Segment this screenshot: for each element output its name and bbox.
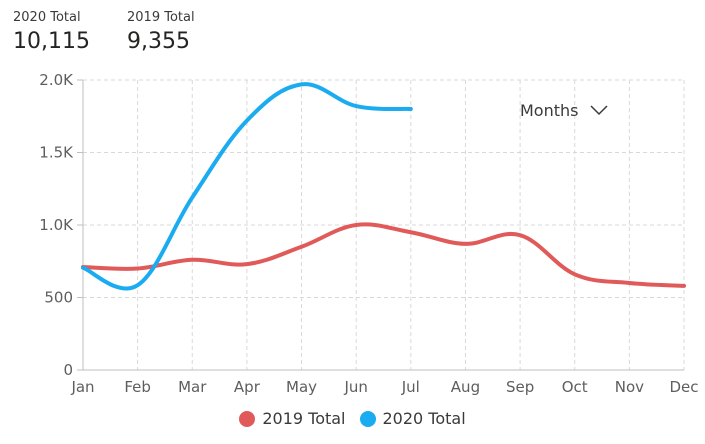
x-tick-label: Mar [178,378,207,396]
legend-marker [359,410,376,427]
x-tick-label: May [286,378,317,396]
series-lines [81,82,686,291]
kpi-card-2019: 2019 Total 9,355 [127,10,195,56]
series-line-2019-total [81,222,686,288]
y-tick-label: 2.0K [39,71,74,89]
x-tick-label: Jul [401,378,420,396]
x-tick-label: Oct [562,378,588,396]
axes: 0 500 1.0K 1.5K 2.0K Jan Feb Mar Apr May Jun Jul Aug… [39,71,698,396]
kpi-label: 2019 Total [127,10,195,25]
y-tick-label: 500 [44,289,73,307]
y-tick-label: 1.5K [39,144,74,162]
y-tick-label: 1.0K [39,216,74,234]
x-tick-label: Aug [451,378,480,396]
legend-item-2019[interactable]: 2019 Total [239,409,346,428]
legend-marker [239,410,256,427]
series-line-2020-total [81,82,413,291]
period-dropdown-label: Months [520,100,579,120]
legend-item-2020[interactable]: 2020 Total [359,409,466,428]
x-tick-label: Feb [124,378,151,396]
kpi-label: 2020 Total [13,10,81,25]
chevron-down-icon [590,105,609,116]
x-tick-label: Jan [70,378,94,396]
chart-legend: 2019 Total 2020 Total [0,409,705,428]
period-dropdown[interactable]: Months [520,98,609,122]
y-tick-label: 0 [63,361,73,379]
kpi-value: 9,355 [127,29,190,54]
x-tick-label: Apr [234,378,261,396]
kpi-value: 10,115 [13,29,90,54]
x-tick-label: Jun [343,378,367,396]
x-tick-label: Nov [615,378,644,396]
x-tick-label: Dec [669,378,698,396]
grid [82,79,685,370]
kpi-card-2020: 2020 Total 10,115 [13,10,90,56]
legend-label: 2020 Total [382,409,466,428]
x-tick-label: Sep [506,378,534,396]
legend-label: 2019 Total [262,409,346,428]
